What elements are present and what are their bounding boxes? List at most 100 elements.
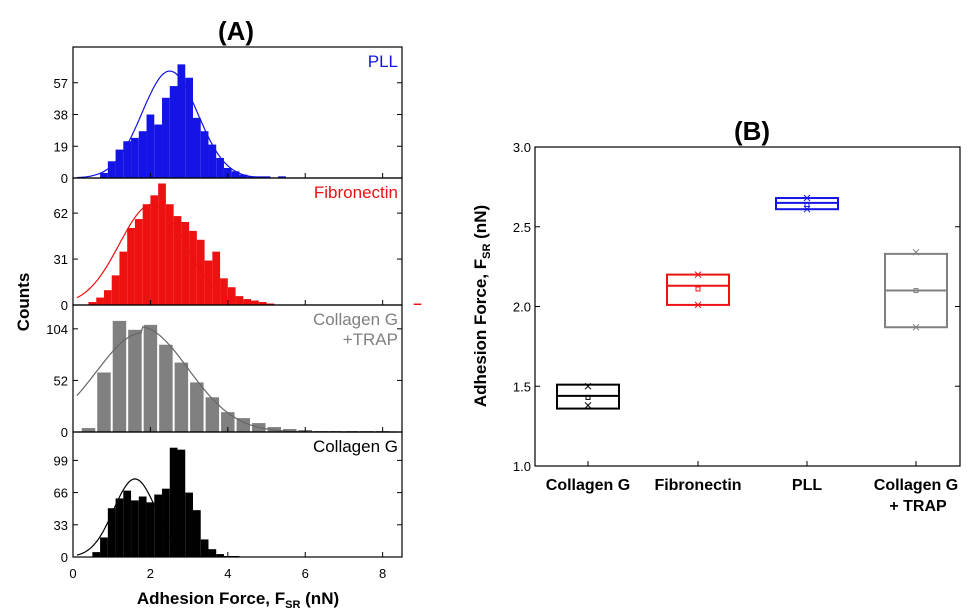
- y-tick-label: 31: [54, 252, 68, 267]
- histogram-bar: [107, 161, 116, 178]
- histogram-bar: [192, 510, 201, 557]
- histogram-bar: [204, 260, 213, 305]
- y-tick-label: 57: [54, 76, 68, 91]
- box-whisker-mark: [694, 271, 702, 278]
- y-tick-label: 0: [61, 425, 68, 440]
- histogram-bar: [119, 251, 128, 305]
- histogram-bar: [131, 500, 139, 557]
- histogram-bar: [107, 508, 116, 557]
- panel-frame: [72, 431, 403, 558]
- histogram-bar: [262, 176, 271, 178]
- y-tick-label: 3.0: [513, 140, 531, 155]
- histogram-bar: [200, 539, 209, 557]
- histogram-bar: [189, 230, 197, 305]
- histogram-bar: [216, 157, 224, 178]
- histogram-bar: [123, 490, 132, 557]
- histogram-bar: [154, 494, 163, 557]
- y-tick-label: 62: [54, 206, 68, 221]
- histogram-bar: [227, 287, 236, 305]
- box-2: PLL: [775, 194, 839, 494]
- histogram-bar: [103, 290, 112, 305]
- y-tick-label: 38: [54, 108, 68, 123]
- box-whisker-mark: [803, 205, 811, 213]
- histogram-bar: [223, 167, 232, 178]
- y-tick-label: 99: [54, 453, 68, 468]
- histogram-panel-2: 0 52 104 Collagen G+TRAP: [46, 304, 403, 440]
- panel-label: Collagen G: [313, 310, 398, 329]
- x-tick-label: 0: [69, 566, 76, 581]
- histogram-panel-0: 0 19 38 57 PLL: [54, 46, 403, 186]
- x-category-label: + TRAP: [889, 498, 947, 515]
- histogram-bar: [123, 141, 132, 178]
- histogram-bar: [221, 412, 235, 432]
- panel-label: Collagen G: [313, 437, 398, 456]
- box-whisker-mark: [694, 301, 702, 309]
- y-tick-label: 1.0: [513, 459, 531, 474]
- histogram-bar: [247, 176, 255, 178]
- histogram-panel-1: 0 31 62 Fibronectin: [54, 177, 422, 313]
- histogram-bar: [97, 372, 111, 432]
- y-tick-label: 33: [54, 518, 68, 533]
- chart-b-ylabel: Adhesion Force, FSR (nN): [471, 205, 493, 407]
- chart-a-xlabel: Adhesion Force, FSR (nN): [137, 589, 339, 611]
- histogram-bar: [196, 239, 205, 305]
- histogram-bar: [278, 176, 286, 178]
- panel-label: PLL: [368, 52, 398, 71]
- histogram-bar: [150, 195, 159, 305]
- histogram-bar: [88, 302, 97, 305]
- histogram-bar: [100, 537, 108, 557]
- histogram-bar: [162, 488, 170, 557]
- histogram-bar: [216, 554, 224, 557]
- box-whisker-mark: [584, 402, 592, 409]
- fit-curve: [76, 478, 206, 558]
- fit-curve: [76, 203, 261, 306]
- histogram-bar: [200, 131, 209, 178]
- x-tick-label: 4: [224, 566, 231, 581]
- chart-b-title: (B): [734, 116, 770, 146]
- fit-curve: [76, 70, 261, 179]
- histogram-bar: [169, 447, 178, 557]
- histogram-bar: [165, 204, 174, 305]
- x-category-label: Collagen G: [874, 477, 958, 494]
- histogram-bar: [131, 137, 139, 178]
- x-tick-label: 2: [147, 566, 154, 581]
- histogram-bar: [115, 149, 124, 178]
- histogram-bar: [169, 86, 178, 178]
- histogram-bar: [181, 222, 190, 305]
- histogram-bar: [154, 124, 163, 178]
- histogram-bar: [192, 117, 201, 178]
- y-tick-label: 66: [54, 486, 68, 501]
- box-whisker-mark: [584, 382, 592, 390]
- histogram-bar: [413, 303, 422, 305]
- y-tick-label: 2.0: [513, 300, 531, 315]
- y-tick-label: 19: [54, 139, 68, 154]
- histogram-bar: [111, 275, 120, 305]
- histogram-bar: [208, 144, 217, 178]
- chart-a-ylabel: Counts: [14, 273, 33, 332]
- histogram-bar: [96, 297, 104, 305]
- box-whisker-mark: [803, 194, 811, 202]
- histogram-bar: [185, 77, 193, 178]
- x-category-label: Fibronectin: [654, 477, 741, 494]
- y-tick-label: 0: [61, 550, 68, 565]
- histogram-bar: [174, 362, 189, 432]
- histogram-bar: [251, 300, 259, 305]
- histogram-bar: [243, 299, 252, 305]
- box-1: Fibronectin: [654, 271, 742, 494]
- histogram-bar: [158, 183, 166, 305]
- histogram-bar: [220, 278, 228, 305]
- histogram-bar: [143, 324, 158, 432]
- box-rect: [666, 273, 730, 306]
- chart-a-title: (A): [218, 16, 254, 46]
- histogram-bar: [185, 492, 193, 557]
- box-whisker-mark: [912, 248, 920, 256]
- histogram-bar: [128, 329, 142, 432]
- box-mean: [585, 394, 591, 400]
- histogram-bar: [112, 320, 127, 432]
- histogram-bar: [236, 418, 251, 432]
- box-mean: [913, 288, 919, 294]
- histogram-bar: [100, 172, 108, 178]
- histogram-bar: [231, 171, 240, 178]
- histogram-bar: [266, 303, 275, 305]
- histogram-bar: [258, 302, 267, 305]
